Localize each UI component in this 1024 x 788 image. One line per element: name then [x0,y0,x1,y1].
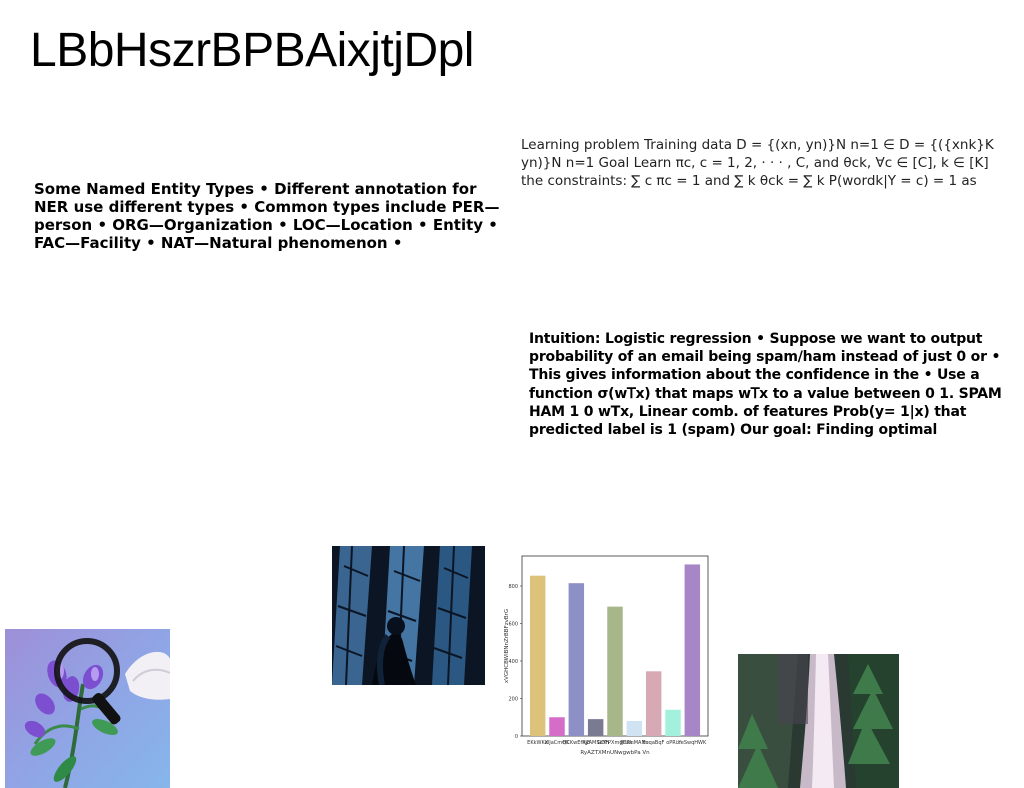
x-tick-label: YeSwqHWK [677,740,707,746]
x-tick-label: dlJaCmQK [545,740,570,746]
x-tick-label: EKkWKX [527,740,549,746]
x-tick-label: oPRiz [666,740,680,746]
x-tick-label: RyAMSdYh [582,740,608,746]
bar-EKkWKX [529,575,546,736]
x-tick-label: GOFPXmdOKk [597,740,632,746]
bar-oPRiz [665,709,681,736]
bar-RyAMSdYh [587,719,604,736]
bar-chart: 0 200 400 600 800 EKkWKX dlJaCmQK HCKwEfhJE RyA… [498,550,713,760]
bar-YeSwqHWK [684,564,701,736]
page-title: LBbHszrBPBAixjtjDpl [30,24,474,77]
bar-FuqaBqF [645,671,662,736]
bar-HCKwEfhJE [568,583,585,736]
learning-problem-text-block: Learning problem Training data D = {(xn,… [521,137,994,189]
y-tick-label: 200 [508,696,518,702]
x-tick-label: FuqaBqF [643,740,665,746]
logistic-regression-text-block: Intuition: Logistic regression • Suppose… [529,331,1002,439]
x-axis-label: RyAZTXMnUNwgwbPa Vn [580,750,650,756]
bar-GOFPXmdOKk [607,606,623,736]
waterfall-forest-image [738,654,899,788]
y-tick-label: 0 [515,734,518,740]
x-tick-label: HCKwEfhJE [563,740,590,746]
ner-text-block: Some Named Entity Types • Different anno… [34,180,500,252]
y-axis-label: xVGHCBWlBNnZrBBFzvBrG [504,609,510,683]
y-tick-label: 800 [508,584,518,590]
bar-JJtUmMANn [626,721,643,736]
flower-magnifier-image [5,629,170,788]
bar-dlJaCmQK [549,717,565,736]
y-tick-label: 600 [508,621,518,627]
stained-glass-figure-image [332,546,485,685]
y-tick-label: 400 [508,659,518,665]
x-tick-label: JJtUmMANn [619,740,648,746]
